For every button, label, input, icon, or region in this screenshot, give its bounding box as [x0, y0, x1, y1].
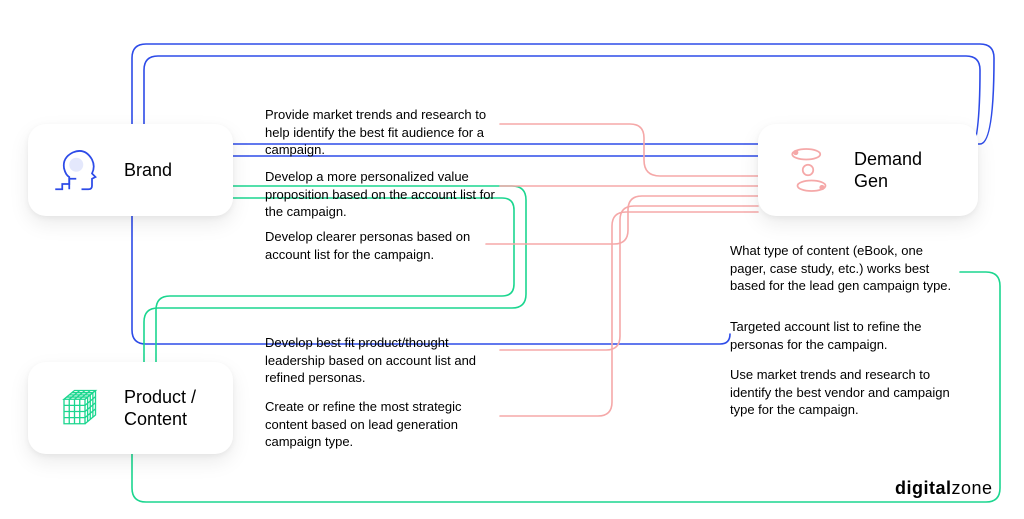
orbit-dots-icon — [780, 142, 836, 198]
demand-label: DemandGen — [854, 148, 922, 193]
product-label: Product /Content — [124, 386, 196, 431]
brand-card: Brand — [28, 124, 233, 216]
brand-block-0: Provide market trends and research to he… — [265, 106, 495, 159]
wire-cube-icon — [50, 380, 106, 436]
product-card: Product /Content — [28, 362, 233, 454]
demand-block-1: Targeted account list to refine the pers… — [730, 318, 960, 353]
brand-head-icon — [50, 142, 106, 198]
demand-block-0: What type of content (eBook, one pager, … — [730, 242, 960, 295]
brand-block-1: Develop a more personalized value propos… — [265, 168, 495, 221]
demand-gen-card: DemandGen — [758, 124, 978, 216]
demand-block-2: Use market trends and research to identi… — [730, 366, 960, 419]
logo-bold: digital — [895, 478, 952, 498]
brand-label: Brand — [124, 159, 172, 182]
product-block-1: Create or refine the most strategic cont… — [265, 398, 495, 451]
brand-block-2: Develop clearer personas based on accoun… — [265, 228, 485, 263]
digitalzone-logo: digitalzone — [895, 478, 993, 499]
product-block-0: Develop best fit product/thought leaders… — [265, 334, 495, 387]
logo-thin: zone — [952, 478, 993, 498]
